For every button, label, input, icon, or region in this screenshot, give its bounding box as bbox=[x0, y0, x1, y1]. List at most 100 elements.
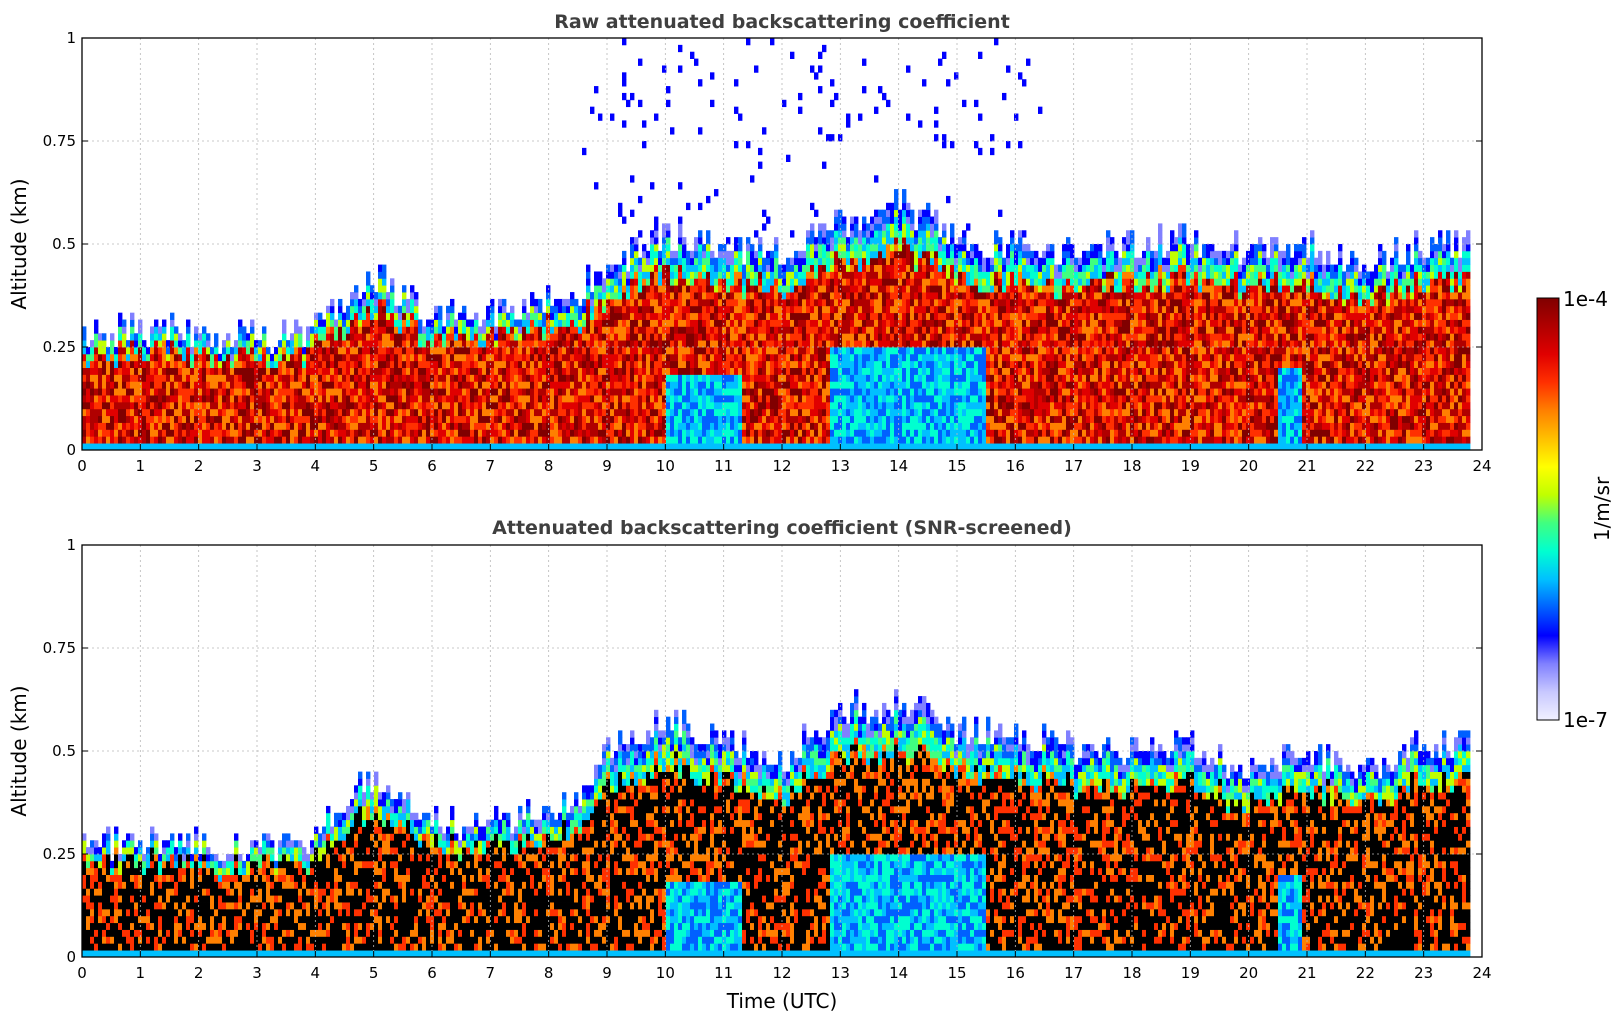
heatmap-cell bbox=[894, 195, 899, 204]
heatmap-cell bbox=[662, 250, 667, 259]
heatmap-cell bbox=[446, 347, 451, 355]
heatmap-cell bbox=[150, 422, 155, 430]
heatmap-cell bbox=[614, 319, 619, 327]
heatmap-cell bbox=[150, 388, 155, 396]
heatmap-cell bbox=[702, 298, 707, 307]
heatmap-cell bbox=[534, 347, 539, 355]
heatmap-cell bbox=[278, 408, 283, 417]
heatmap-cell bbox=[890, 244, 895, 252]
heatmap-cell bbox=[714, 257, 719, 265]
heatmap-cell bbox=[514, 436, 519, 444]
heatmap-cell bbox=[502, 305, 507, 314]
heatmap-cell bbox=[686, 395, 691, 403]
heatmap-cell bbox=[734, 106, 739, 114]
heatmap-cell bbox=[810, 312, 815, 320]
heatmap-cell bbox=[610, 415, 615, 423]
heatmap-cell bbox=[218, 422, 223, 430]
heatmap-cell bbox=[634, 408, 639, 417]
heatmap-cell bbox=[630, 305, 635, 314]
heatmap-cell bbox=[902, 264, 907, 272]
heatmap-cell bbox=[462, 436, 467, 444]
heatmap-cell bbox=[606, 347, 611, 355]
heatmap-cell bbox=[454, 353, 459, 362]
heatmap-cell bbox=[458, 312, 463, 320]
heatmap-cell bbox=[162, 395, 167, 403]
heatmap-cell bbox=[654, 422, 659, 430]
heatmap-cell bbox=[166, 415, 171, 423]
heatmap-cell bbox=[282, 395, 287, 403]
heatmap-cell bbox=[462, 415, 467, 423]
heatmap-cell bbox=[82, 347, 87, 355]
heatmap-cell bbox=[734, 319, 739, 327]
heatmap-cell bbox=[558, 367, 563, 375]
heatmap-cell bbox=[186, 388, 191, 396]
heatmap-cell bbox=[738, 292, 743, 300]
heatmap-cell bbox=[774, 436, 779, 444]
heatmap-cell bbox=[594, 443, 599, 450]
heatmap-cell bbox=[762, 305, 767, 314]
heatmap-cell bbox=[498, 374, 503, 382]
heatmap-cell bbox=[542, 367, 547, 375]
heatmap-cell bbox=[490, 429, 495, 437]
heatmap-cell bbox=[534, 443, 539, 450]
heatmap-cell bbox=[758, 381, 763, 389]
heatmap-cell bbox=[230, 381, 235, 389]
heatmap-cell bbox=[406, 436, 411, 444]
heatmap-cell bbox=[298, 326, 303, 334]
heatmap-cell bbox=[618, 319, 623, 327]
heatmap-cell bbox=[538, 360, 543, 368]
heatmap-cell bbox=[234, 422, 239, 430]
heatmap-cell bbox=[130, 415, 135, 423]
heatmap-cell bbox=[874, 209, 879, 217]
heatmap-cell bbox=[170, 401, 175, 410]
heatmap-cell bbox=[242, 408, 247, 417]
heatmap-cell bbox=[582, 305, 587, 314]
heatmap-cell bbox=[602, 408, 607, 417]
heatmap-cell bbox=[746, 257, 751, 265]
heatmap-cell bbox=[862, 381, 867, 389]
heatmap-cell bbox=[574, 367, 579, 375]
heatmap-cell bbox=[786, 395, 791, 403]
heatmap-cell bbox=[642, 436, 647, 444]
heatmap-cell bbox=[898, 415, 903, 423]
heatmap-cell bbox=[358, 429, 363, 437]
heatmap-cell bbox=[734, 443, 739, 450]
heatmap-cell bbox=[370, 367, 375, 375]
heatmap-cell bbox=[426, 360, 431, 368]
heatmap-cell bbox=[774, 285, 779, 293]
heatmap-cell bbox=[562, 347, 567, 355]
heatmap-cell bbox=[102, 353, 107, 362]
heatmap-cell bbox=[166, 408, 171, 417]
heatmap-cell bbox=[542, 347, 547, 355]
heatmap-cell bbox=[470, 347, 475, 355]
heatmap-cell bbox=[438, 415, 443, 423]
heatmap-cell bbox=[822, 415, 827, 423]
heatmap-cell bbox=[302, 367, 307, 375]
heatmap-cell bbox=[742, 381, 747, 389]
heatmap-cell bbox=[810, 326, 815, 334]
heatmap-cell bbox=[718, 395, 723, 403]
heatmap-cell bbox=[222, 340, 227, 348]
heatmap-cell bbox=[894, 285, 899, 293]
heatmap-cell bbox=[822, 223, 827, 231]
heatmap-cell bbox=[674, 374, 679, 382]
heatmap-cell bbox=[630, 92, 635, 101]
heatmap-cell bbox=[614, 360, 619, 368]
heatmap-cell bbox=[174, 381, 179, 389]
heatmap-cell bbox=[862, 326, 867, 334]
heatmap-cell bbox=[706, 319, 711, 327]
heatmap-cell bbox=[838, 271, 843, 279]
heatmap-cell bbox=[226, 340, 231, 348]
heatmap-cell bbox=[282, 374, 287, 382]
heatmap-cell bbox=[842, 230, 847, 238]
heatmap-cell bbox=[870, 340, 875, 348]
heatmap-cell bbox=[150, 381, 155, 389]
heatmap-cell bbox=[738, 264, 743, 272]
heatmap-cell bbox=[582, 401, 587, 410]
heatmap-cell bbox=[682, 264, 687, 272]
heatmap-cell bbox=[654, 257, 659, 265]
heatmap-cell bbox=[482, 381, 487, 389]
heatmap-cell bbox=[582, 443, 587, 450]
heatmap-cell bbox=[326, 374, 331, 382]
heatmap-cell bbox=[594, 182, 599, 190]
